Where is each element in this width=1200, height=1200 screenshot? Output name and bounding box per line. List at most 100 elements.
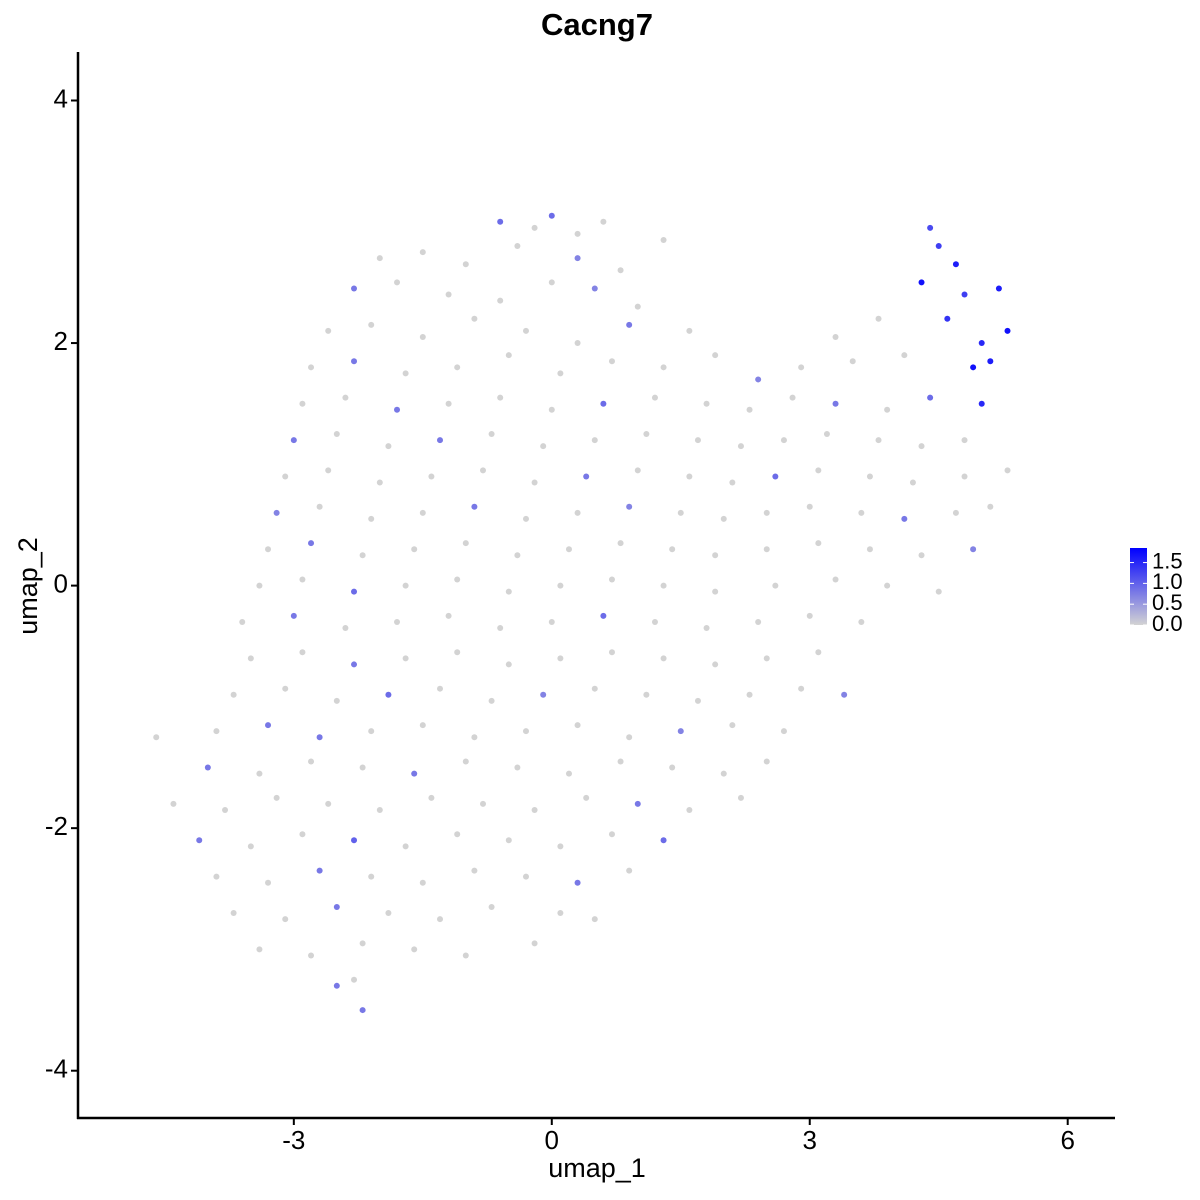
point xyxy=(385,910,392,917)
point xyxy=(608,358,615,365)
point xyxy=(402,582,409,589)
point xyxy=(626,734,633,741)
point xyxy=(651,394,658,401)
point xyxy=(333,903,340,910)
point xyxy=(987,503,994,510)
point xyxy=(505,661,512,668)
colorbar xyxy=(1130,548,1147,625)
point xyxy=(437,437,444,444)
point xyxy=(935,588,942,595)
point xyxy=(479,800,486,807)
point xyxy=(299,649,306,656)
point xyxy=(780,728,787,735)
point xyxy=(669,764,676,771)
point xyxy=(574,340,581,347)
point xyxy=(445,612,452,619)
point xyxy=(583,473,590,480)
point xyxy=(419,509,426,516)
point xyxy=(634,800,641,807)
point xyxy=(918,279,925,286)
point xyxy=(626,867,633,874)
point xyxy=(737,443,744,450)
point xyxy=(565,546,572,553)
point xyxy=(660,236,667,243)
point xyxy=(230,910,237,917)
point xyxy=(454,576,461,583)
point xyxy=(849,358,856,365)
point xyxy=(660,837,667,844)
point xyxy=(419,249,426,256)
point xyxy=(540,691,547,698)
point xyxy=(634,303,641,310)
x-tick-label: -3 xyxy=(282,1125,305,1155)
point xyxy=(755,618,762,625)
point xyxy=(557,843,564,850)
point xyxy=(884,582,891,589)
point xyxy=(333,697,340,704)
point xyxy=(729,479,736,486)
point xyxy=(170,800,177,807)
point xyxy=(351,837,358,844)
point xyxy=(574,879,581,886)
point xyxy=(548,279,555,286)
point xyxy=(505,588,512,595)
point xyxy=(247,843,254,850)
point xyxy=(798,685,805,692)
point xyxy=(290,437,297,444)
point xyxy=(256,770,263,777)
point xyxy=(660,655,667,662)
point xyxy=(591,285,598,292)
point xyxy=(557,370,564,377)
point xyxy=(299,400,306,407)
colorbar-label: 1.0 xyxy=(1152,569,1183,594)
point xyxy=(153,734,160,741)
point xyxy=(247,655,254,662)
point xyxy=(737,794,744,801)
point xyxy=(256,582,263,589)
point xyxy=(1004,467,1011,474)
point xyxy=(325,467,332,474)
point xyxy=(454,831,461,838)
point xyxy=(213,728,220,735)
point xyxy=(608,576,615,583)
point xyxy=(617,758,624,765)
point xyxy=(763,758,770,765)
point xyxy=(522,873,529,880)
point xyxy=(488,697,495,704)
point xyxy=(591,685,598,692)
point xyxy=(729,722,736,729)
point xyxy=(222,806,229,813)
point xyxy=(342,394,349,401)
point xyxy=(703,625,710,632)
point xyxy=(901,352,908,359)
point xyxy=(686,806,693,813)
point xyxy=(462,540,469,547)
point xyxy=(686,327,693,334)
point xyxy=(823,431,830,438)
point xyxy=(548,406,555,413)
point xyxy=(342,625,349,632)
point xyxy=(952,509,959,516)
point xyxy=(265,546,272,553)
y-tick-label: 2 xyxy=(54,326,68,356)
point xyxy=(471,734,478,741)
point xyxy=(927,394,934,401)
point xyxy=(514,764,521,771)
point xyxy=(987,358,994,365)
point xyxy=(359,764,366,771)
x-axis-title: umap_1 xyxy=(548,1153,646,1183)
point xyxy=(359,552,366,559)
point xyxy=(497,394,504,401)
point xyxy=(703,400,710,407)
point xyxy=(694,697,701,704)
point xyxy=(497,625,504,632)
y-axis-title: umap_2 xyxy=(13,537,43,635)
point xyxy=(832,333,839,340)
point xyxy=(712,661,719,668)
point xyxy=(282,916,289,923)
point xyxy=(712,552,719,559)
point xyxy=(471,867,478,874)
point xyxy=(204,764,211,771)
point xyxy=(282,685,289,692)
point xyxy=(273,509,280,516)
